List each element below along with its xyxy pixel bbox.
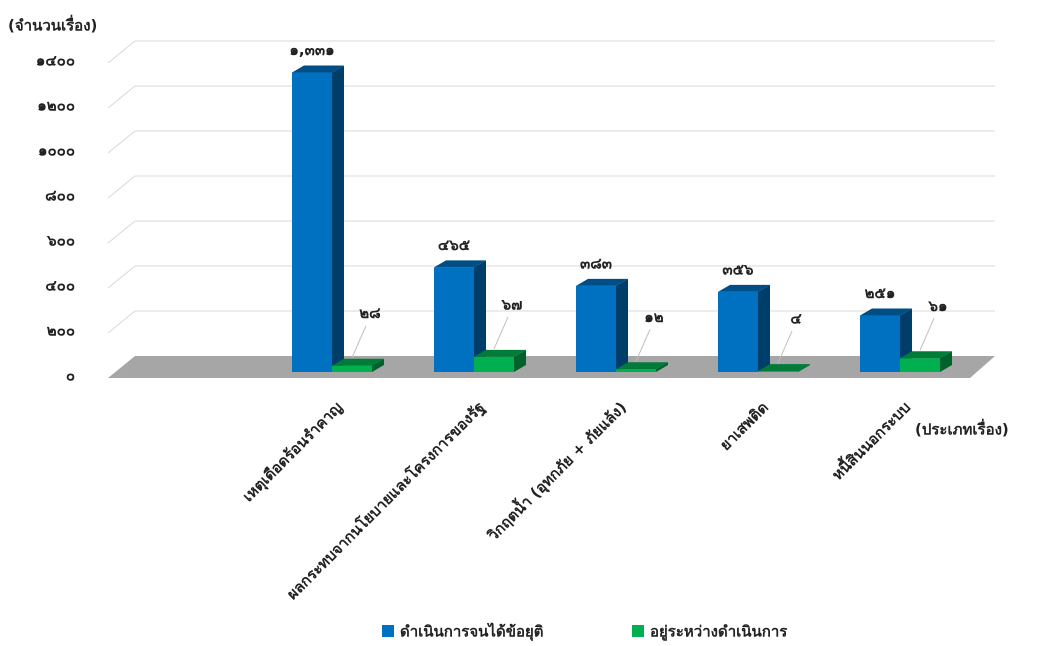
legend-swatch <box>382 625 394 637</box>
y-tick-label: ๐ <box>66 367 75 385</box>
bar-side <box>332 65 344 373</box>
bar <box>292 72 332 373</box>
bar <box>758 371 798 372</box>
legend-label: อยู่ระหว่างดำเนินการ <box>650 623 788 642</box>
bar-top <box>718 284 770 292</box>
y-tick-label: ๑๒๐๐ <box>37 97 75 115</box>
bar-top <box>900 351 952 359</box>
bar-top <box>758 364 810 372</box>
x-tick-label: ยาเสพติด <box>716 398 772 454</box>
y-tick-label: ๒๐๐ <box>47 322 75 340</box>
bar <box>434 267 474 372</box>
data-label: ๒๘ <box>359 304 381 322</box>
bar-top <box>860 308 912 316</box>
bar-top <box>616 362 668 370</box>
leader-line <box>493 316 509 350</box>
y-tick-label: ๑๐๐๐ <box>38 142 75 160</box>
leader-line <box>777 330 793 364</box>
y-tick-label: ๔๐๐ <box>45 277 75 295</box>
legend-label: ดำเนินการจนได้ข้อยุติ <box>400 622 543 642</box>
bar <box>616 369 656 372</box>
bar-side <box>940 351 952 372</box>
grid-line <box>107 220 136 244</box>
y-axis-label: (จำนวนเรื่อง) <box>8 15 97 35</box>
leader-line <box>919 318 935 351</box>
data-label: ๑๒ <box>644 308 664 326</box>
grid-line <box>107 40 136 64</box>
grid-line <box>107 130 136 154</box>
grid-line <box>107 265 136 289</box>
bar-side <box>616 278 628 372</box>
bar <box>332 365 372 372</box>
data-label: ๔ <box>790 310 802 328</box>
grid-line <box>107 310 136 334</box>
y-tick-label: ๑๔๐๐ <box>36 52 75 70</box>
bar <box>576 285 616 372</box>
data-label: ๔๖๕ <box>438 236 471 254</box>
data-label: ๓๘๓ <box>580 254 612 272</box>
bar-top <box>434 260 486 268</box>
grid-line <box>107 175 136 199</box>
x-axis-label: (ประเภทเรื่อง) <box>915 419 1009 439</box>
data-label: ๖๑ <box>927 297 947 315</box>
data-label: ๒๕๑ <box>865 284 896 302</box>
leader-line <box>635 329 651 362</box>
legend-swatch <box>632 625 644 637</box>
grid-line <box>107 85 136 109</box>
bar-top <box>332 358 384 366</box>
bar-side <box>758 284 770 372</box>
bar-side <box>656 362 668 372</box>
bar-side <box>474 260 486 372</box>
bar <box>900 358 940 372</box>
y-tick-label: ๘๐๐ <box>45 187 75 205</box>
x-tick-label: เหตุเดือดร้อนรำคาญ <box>239 398 347 506</box>
bar-top <box>576 278 628 286</box>
bar-top <box>474 349 526 357</box>
bar-top <box>292 65 344 73</box>
data-label: ๓๕๖ <box>722 260 754 278</box>
bar <box>474 356 514 372</box>
bar-side <box>372 358 384 372</box>
x-tick-label: หนี้สินนอกระบบ <box>826 396 914 484</box>
bar-side <box>798 364 810 372</box>
data-label: ๖๗ <box>501 295 523 313</box>
x-tick-label: วิกฤตน้ำ (อุทกภัย + ภัยแล้ง) <box>481 396 630 545</box>
y-tick-label: ๖๐๐ <box>46 232 75 250</box>
leader-line <box>351 325 367 358</box>
bar-side <box>514 349 526 372</box>
bar <box>718 291 758 372</box>
data-label: ๑,๓๓๑ <box>289 41 334 59</box>
bar <box>860 315 900 372</box>
